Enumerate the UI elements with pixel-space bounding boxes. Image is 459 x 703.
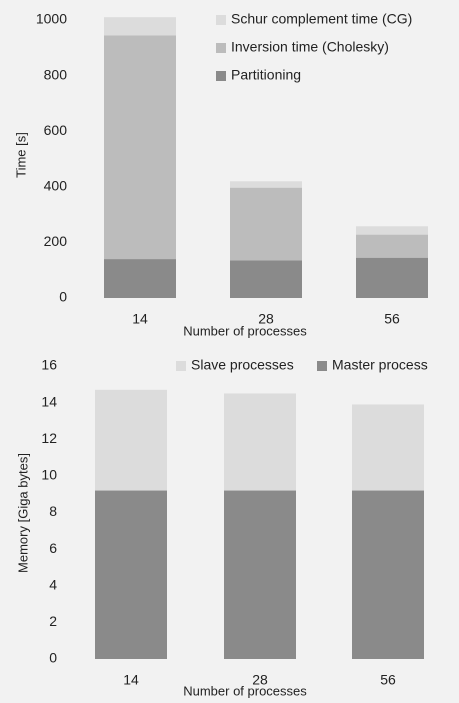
bar-28-slave-processes [224,393,296,491]
y-axis-title: Memory [Giga bytes] [15,453,30,573]
bar-14-partitioning [104,259,176,298]
y-tick-label: 12 [41,430,57,446]
legend-label: Partitioning [231,67,301,83]
memory-chart: 0 2 4 6 8 10 12 14 16 Memory [Giga bytes] 14 28 56 Nu… [15,357,428,699]
x-tick-label: 14 [132,311,148,327]
bar-56-master-process [352,490,424,659]
legend-label: Inversion time (Cholesky) [231,39,389,55]
y-tick-label: 200 [44,233,68,249]
y-tick-label: 0 [49,650,57,666]
y-tick-label: 4 [49,576,57,592]
x-tick-label: 56 [380,672,396,688]
legend-label: Master process [332,357,428,373]
legend-swatch [176,361,186,371]
legend-swatch [216,43,226,53]
bar-14-inversion-time-cholesky- [104,35,176,260]
bar-28-inversion-time-cholesky- [230,187,302,261]
y-tick-label: 0 [59,289,67,305]
y-axis-title: Time [s] [13,132,28,178]
bar-56-inversion-time-cholesky- [356,234,428,258]
legend-swatch [216,15,226,25]
y-tick-label: 16 [41,357,57,373]
x-tick-label: 28 [252,672,268,688]
legend-swatch [216,71,226,81]
time-chart: 0 200 400 600 800 1000 Time [s] 14 28 56 Number of… [13,11,428,338]
legend-swatch [317,361,327,371]
legend-label: Slave processes [191,357,294,373]
y-tick-label: 2 [49,613,57,629]
bar-56-partitioning [356,257,428,298]
y-tick-label: 400 [44,178,68,194]
x-tick-label: 56 [384,311,400,327]
x-axis-title: Number of processes [183,323,307,338]
bar-28-master-process [224,490,296,659]
bar-14-master-process [95,490,167,659]
bar-56-schur-complement-time-cg- [356,226,428,235]
legend-label: Schur complement time (CG) [231,11,412,27]
y-tick-label: 600 [44,122,68,138]
bar-56-slave-processes [352,404,424,491]
y-tick-label: 10 [41,467,57,483]
y-tick-label: 1000 [36,11,67,27]
bar-28-schur-complement-time-cg- [230,181,302,188]
bar-14-slave-processes [95,389,167,491]
y-tick-label: 800 [44,66,68,82]
x-tick-label: 28 [258,311,274,327]
y-tick-label: 6 [49,540,57,556]
bar-28-partitioning [230,260,302,298]
y-tick-label: 8 [49,503,57,519]
x-axis-title: Number of processes [183,683,307,698]
bar-14-schur-complement-time-cg- [104,17,176,36]
y-tick-label: 14 [41,393,57,409]
x-tick-label: 14 [123,672,139,688]
